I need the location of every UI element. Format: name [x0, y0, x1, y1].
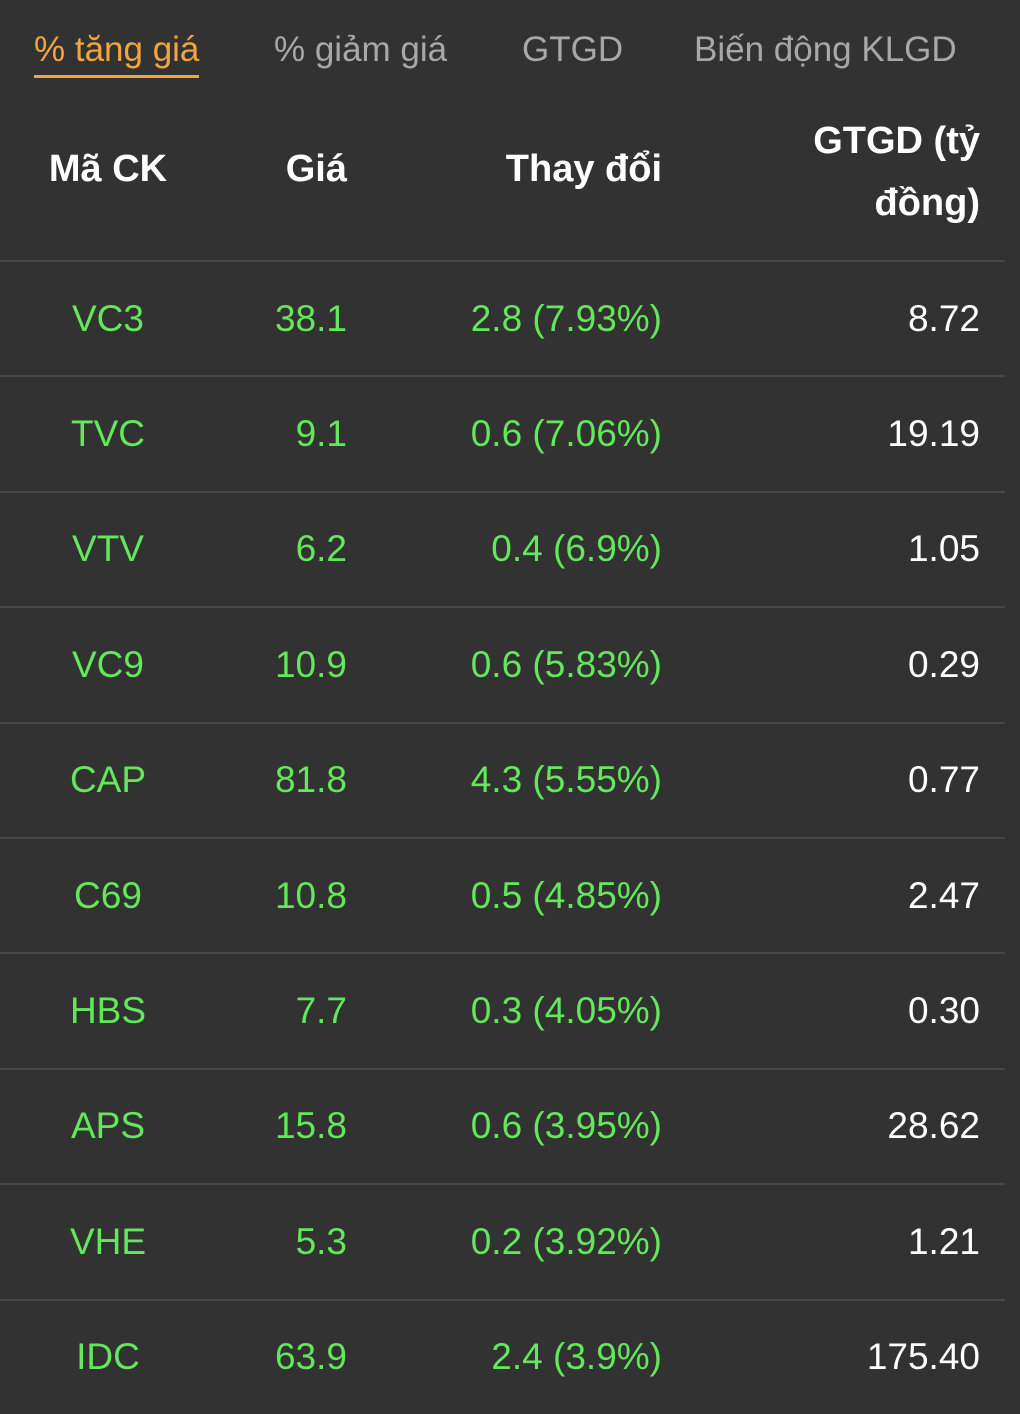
table-cell: 19.19 [887, 413, 980, 455]
table-cell: 38.1 [274, 297, 347, 339]
table-cell: 0.6 (5.83%) [470, 643, 662, 685]
table-cell: TVC [71, 413, 145, 455]
table-cell: 15.8 [274, 1105, 347, 1147]
table-cell: 0.6 (3.95%) [470, 1105, 662, 1147]
table-cell: 0.4 (6.9%) [491, 528, 662, 570]
table-cell: 0.30 [907, 990, 980, 1032]
table-cell: 2.4 (3.9%) [491, 1336, 662, 1378]
header-cell: Mã CK [48, 148, 168, 190]
table-cell: IDC [76, 1336, 140, 1378]
table-cell: HBS [69, 990, 147, 1032]
table-cell: 0.77 [907, 759, 980, 801]
table-cell: VTV [72, 528, 144, 570]
table-row[interactable]: HBS 7.7 0.3 (4.05%) 0.30 [0, 952, 1005, 1067]
table-row[interactable]: C69 10.8 0.5 (4.85%) 2.47 [0, 837, 1005, 952]
table-cell: 0.6 (7.06%) [470, 413, 662, 455]
table-cell: 9.1 [295, 413, 347, 455]
tab[interactable]: Biến động KLGD [694, 30, 957, 69]
table-cell: 10.8 [274, 874, 347, 916]
tab[interactable]: % giảm giá [274, 30, 448, 69]
table-cell: 0.29 [907, 643, 980, 685]
table-header: Mã CK Giá Thay đổi GTGD (tỷ đồng) [0, 100, 1005, 260]
table-cell: C69 [74, 874, 142, 916]
table-cell: 28.62 [887, 1105, 980, 1147]
table-cell: VC9 [72, 643, 144, 685]
table-cell: CAP [69, 759, 147, 801]
table-cell: 63.9 [274, 1336, 347, 1378]
table-cell: 6.2 [295, 528, 347, 570]
table-cell: VC3 [72, 297, 144, 339]
table-cell: 1.21 [907, 1220, 980, 1262]
header-cell: Giá [285, 148, 347, 190]
table-cell: 1.05 [907, 528, 980, 570]
table-row[interactable]: VC3 38.1 2.8 (7.93%) 8.72 [0, 260, 1005, 375]
table-cell: 2.8 (7.93%) [470, 297, 662, 339]
table-row[interactable]: VHE 5.3 0.2 (3.92%) 1.21 [0, 1183, 1005, 1298]
table-cell: 2.47 [907, 874, 980, 916]
table-cell: 10.9 [274, 643, 347, 685]
table-row[interactable]: VTV 6.2 0.4 (6.9%) 1.05 [0, 490, 1005, 606]
table-cell: 5.3 [295, 1220, 347, 1262]
table-row[interactable]: IDC 63.9 2.4 (3.9%) 175.40 [0, 1298, 1005, 1414]
tab[interactable]: % tăng giá [34, 22, 200, 78]
table-row[interactable]: CAP 81.8 4.3 (5.55%) 0.77 [0, 721, 1005, 837]
table-row[interactable]: APS 15.8 0.6 (3.95%) 28.62 [0, 1067, 1005, 1183]
header-cell: GTGD (tỷ đồng) [813, 120, 980, 224]
header-cell: Thay đổi [505, 148, 662, 190]
table-cell: 81.8 [274, 759, 347, 801]
table-row[interactable]: VC9 10.9 0.6 (5.83%) 0.29 [0, 606, 1005, 721]
table-cell: 175.40 [866, 1336, 980, 1378]
table-row[interactable]: TVC 9.1 0.6 (7.06%) 19.19 [0, 375, 1005, 490]
table-cell: 8.72 [907, 297, 980, 339]
table-cell: 0.5 (4.85%) [470, 874, 662, 916]
table-cell: VHE [69, 1220, 147, 1262]
table-cell: 0.2 (3.92%) [470, 1220, 662, 1262]
table-cell: 0.3 (4.05%) [470, 990, 662, 1032]
table-cell: APS [70, 1105, 146, 1147]
tab[interactable]: GTGD [522, 30, 624, 69]
table-cell: 4.3 (5.55%) [470, 759, 662, 801]
table-cell: 7.7 [295, 990, 347, 1032]
